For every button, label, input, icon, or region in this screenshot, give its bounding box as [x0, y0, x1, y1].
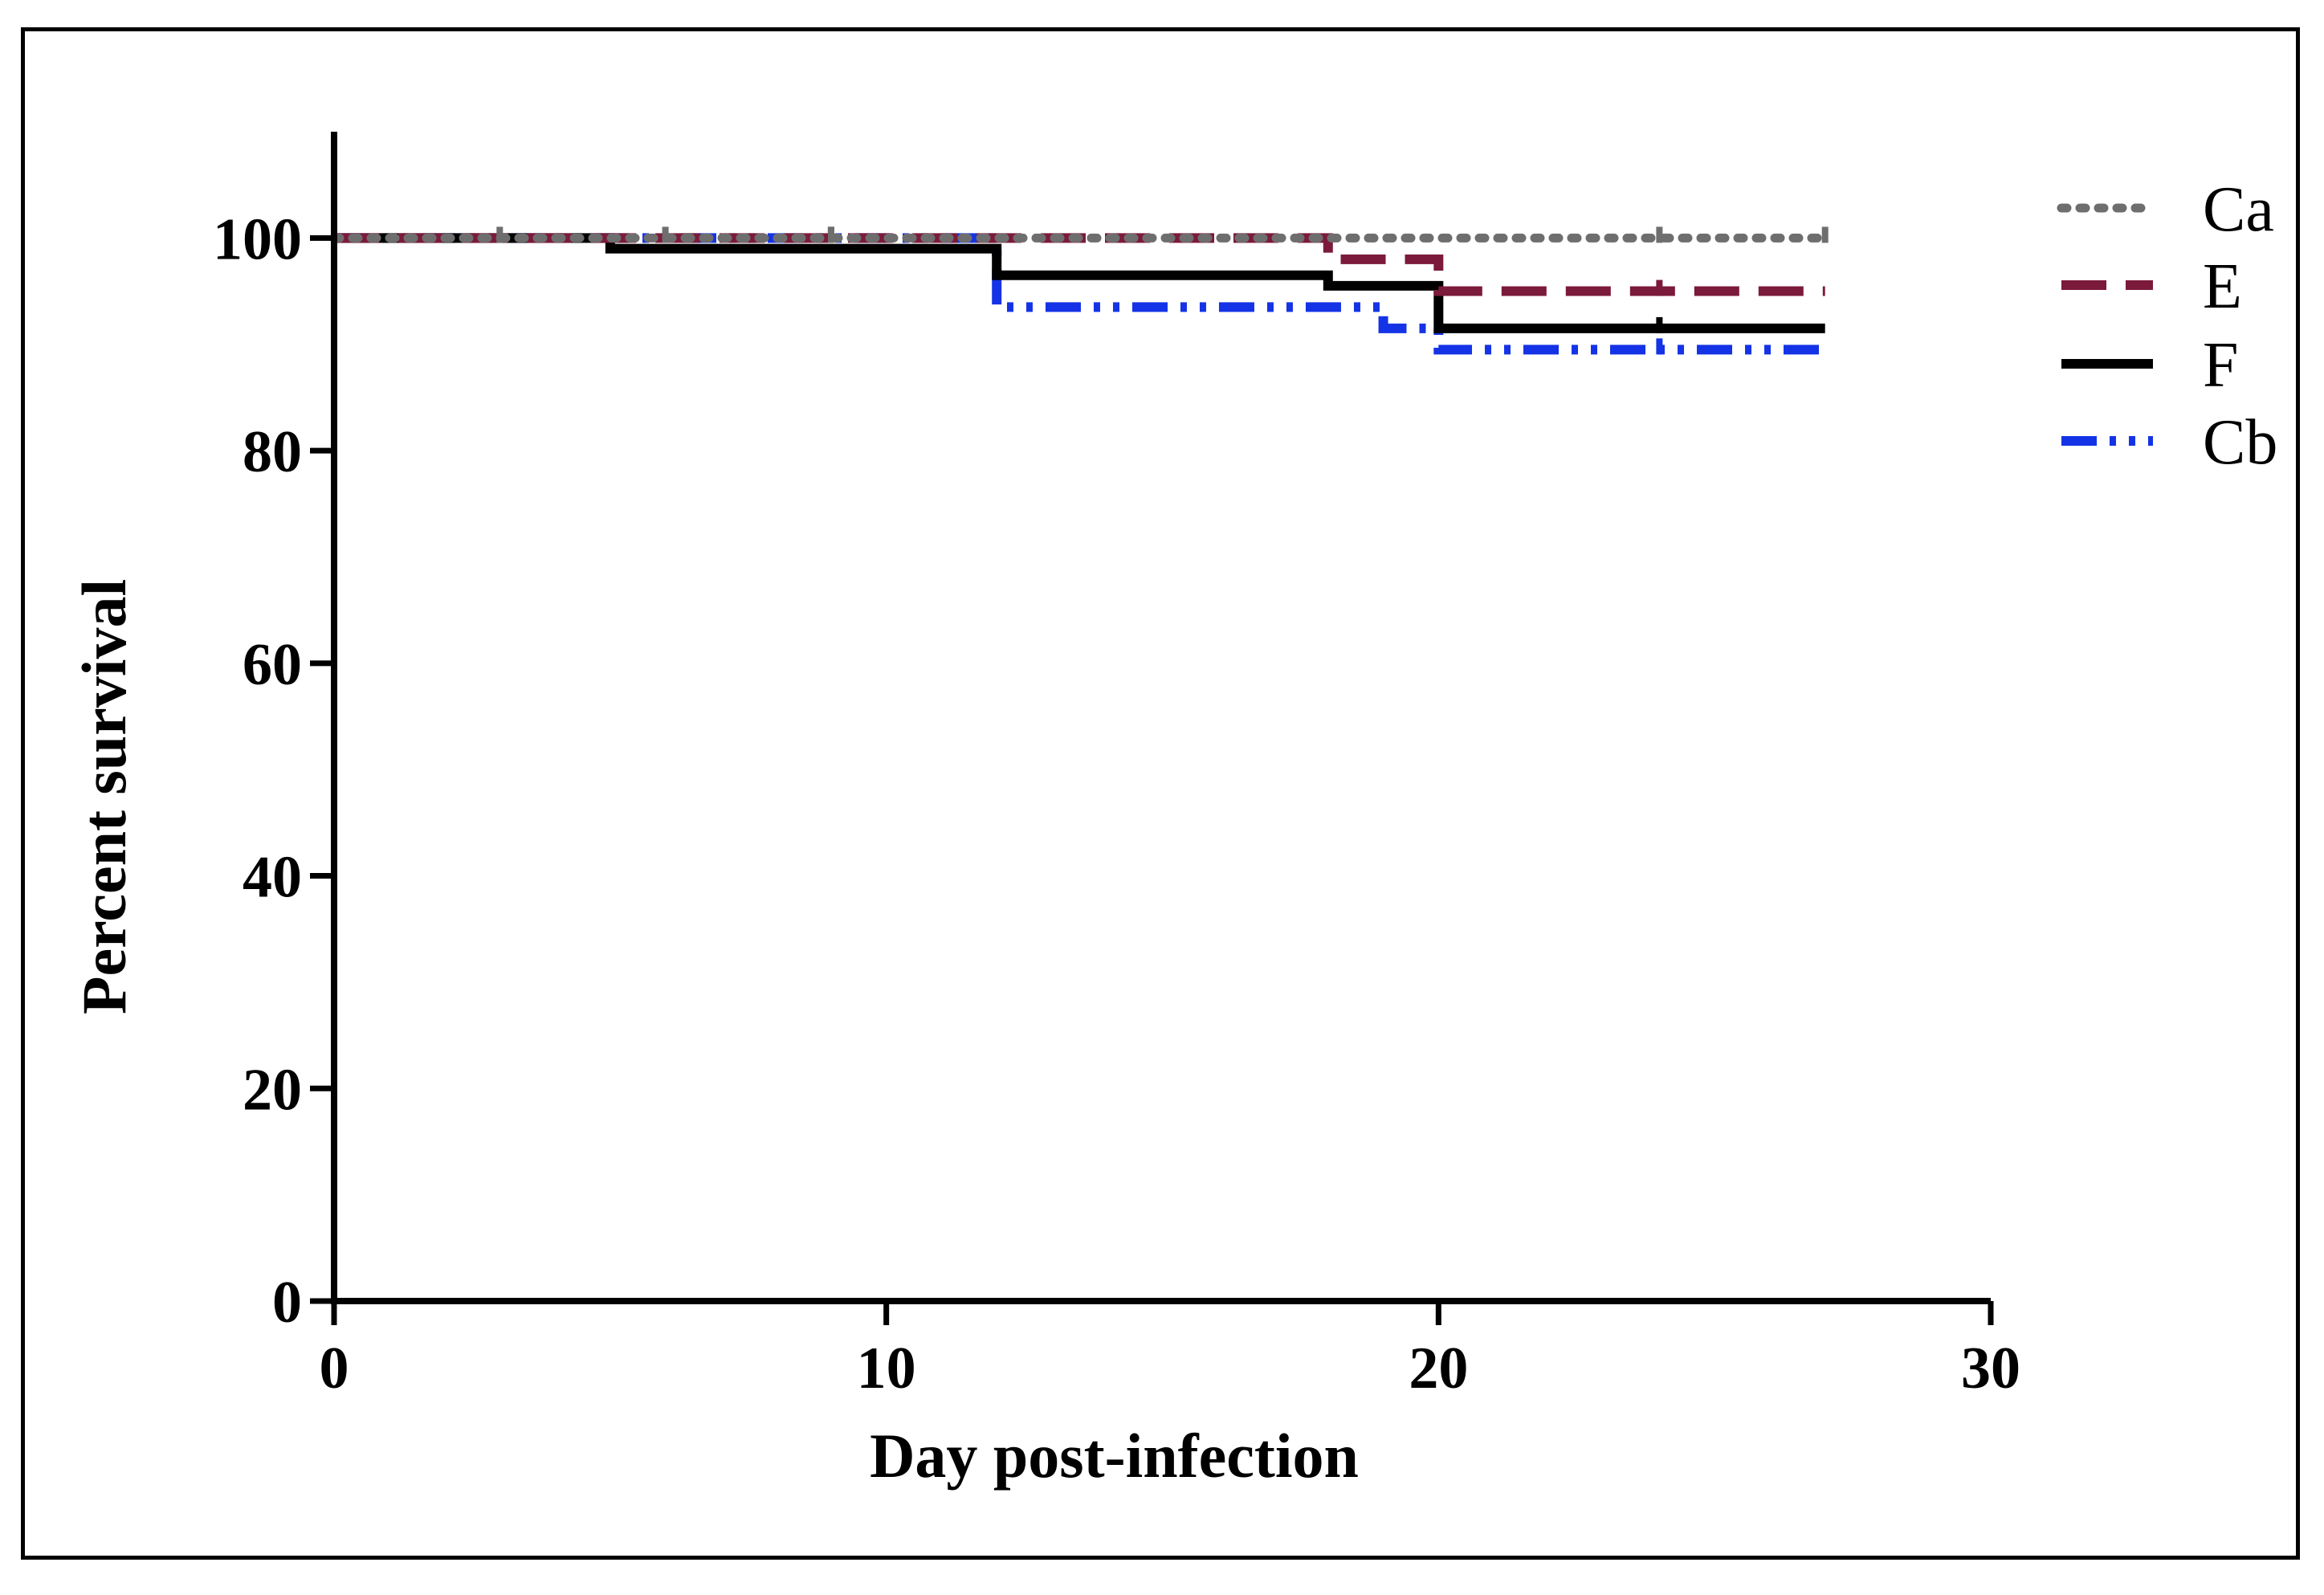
series-f-line [334, 233, 1825, 333]
legend-cb-label: Cb [2203, 407, 2277, 478]
y-tick-label-80: 80 [243, 419, 302, 485]
survival-chart: 0 20 40 60 80 100 0 10 20 30 Day post-infection P… [69, 132, 2277, 1491]
y-tick-label-40: 40 [243, 845, 302, 911]
legend-f-label: F [2203, 330, 2239, 401]
legend-ca-label: Ca [2203, 174, 2274, 245]
y-tick-label-20: 20 [243, 1057, 302, 1123]
y-tick-label-100: 100 [213, 206, 302, 272]
series-layer [329, 226, 1830, 355]
x-tick-label-30: 30 [1961, 1336, 2020, 1401]
series-e-line [334, 233, 1825, 296]
ticks: 0 20 40 60 80 100 0 10 20 30 [213, 206, 2020, 1401]
x-tick-label-10: 10 [857, 1336, 916, 1401]
x-axis-title: Day post-infection [870, 1421, 1359, 1491]
figure-frame: 0 20 40 60 80 100 0 10 20 30 Day post-infection P… [21, 27, 2300, 1560]
y-tick-label-0: 0 [272, 1270, 302, 1336]
axes [331, 132, 1991, 1304]
y-tick-label-60: 60 [243, 632, 302, 698]
legend-e-label: E [2203, 251, 2242, 322]
y-axis-title: Percent survival [69, 579, 139, 1014]
series-cb-line [334, 233, 1825, 355]
x-tick-label-0: 0 [320, 1336, 349, 1401]
x-tick-label-20: 20 [1409, 1336, 1468, 1401]
